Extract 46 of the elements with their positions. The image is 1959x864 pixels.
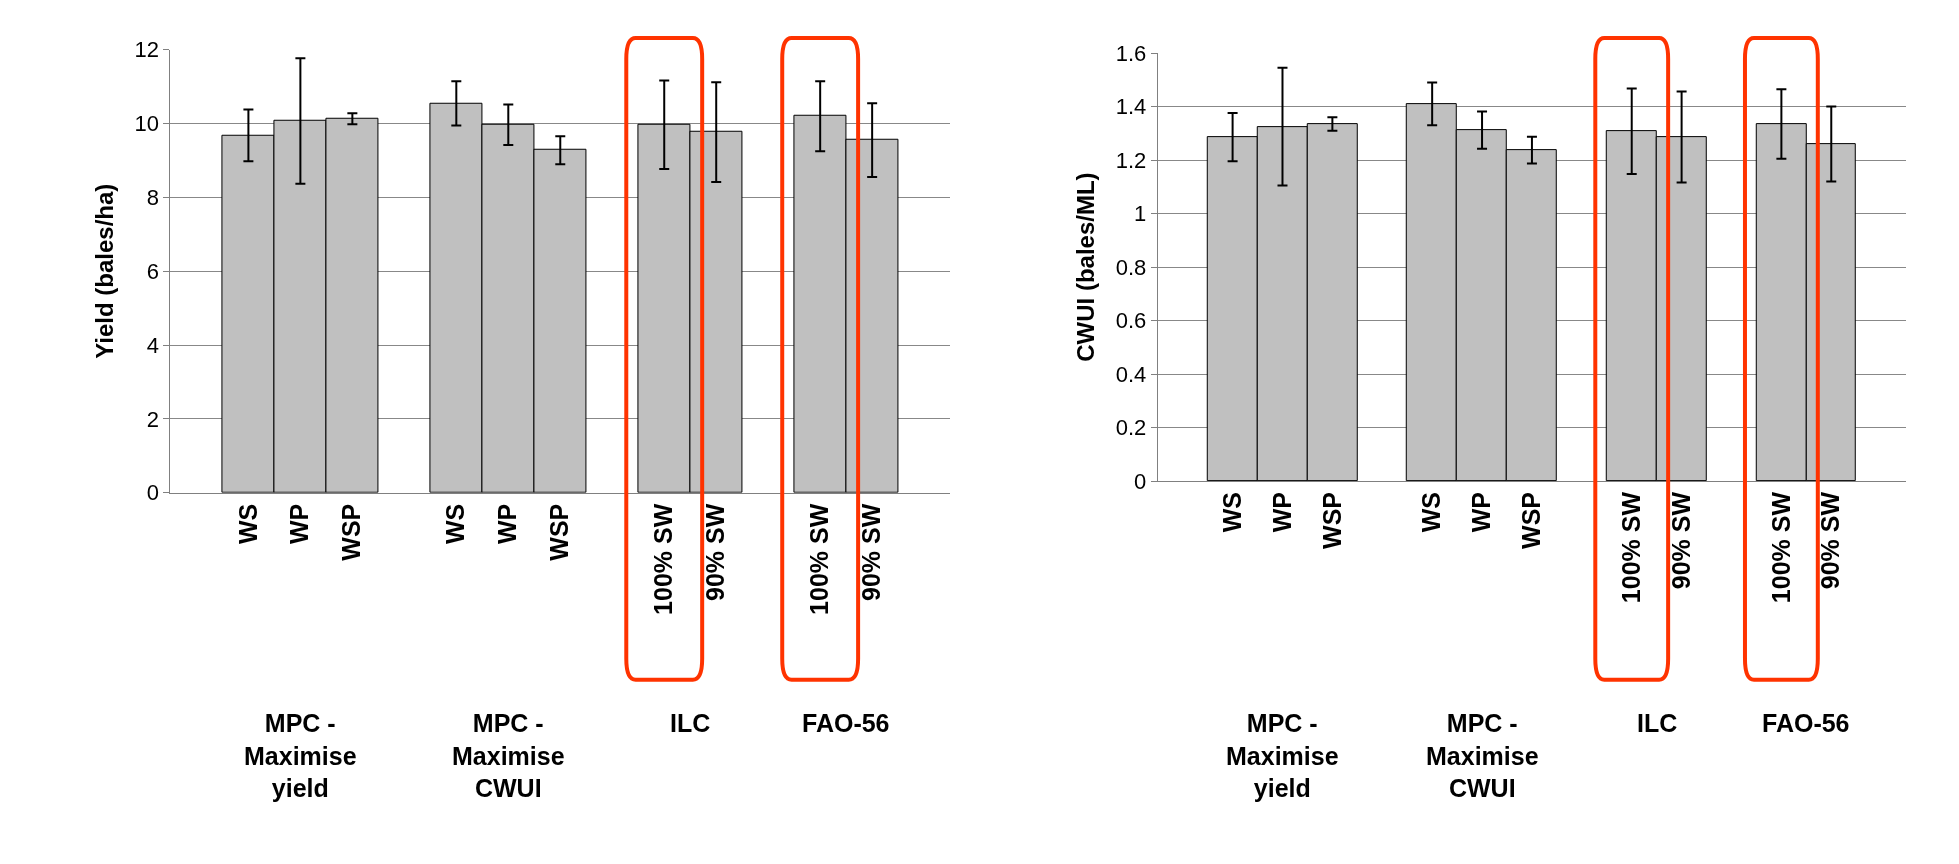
y-tick-label: 0 bbox=[146, 480, 160, 506]
y-tick-label: 1.4 bbox=[1115, 94, 1147, 120]
y-tick-label: 0.8 bbox=[1115, 254, 1147, 280]
x-tick-label: WP bbox=[285, 503, 314, 545]
y-tick-label: 1.2 bbox=[1115, 147, 1147, 173]
y-tick-label: 0.6 bbox=[1115, 308, 1147, 334]
x-tick-label: WSP bbox=[545, 503, 574, 561]
y-tick-label: 1.6 bbox=[1115, 40, 1147, 66]
x-tick-label: 90% SW bbox=[1816, 491, 1845, 590]
x-tick-label: WS bbox=[233, 503, 262, 545]
x-tick-label: WS bbox=[1217, 492, 1246, 533]
x-tick-label: 90% SW bbox=[701, 503, 730, 602]
y-tick-label: 6 bbox=[146, 258, 160, 284]
x-tick-label: 100% SW bbox=[1766, 491, 1795, 604]
x-tick-label: WS bbox=[1417, 492, 1446, 533]
x-tick-label: 100% SW bbox=[805, 503, 834, 615]
text: FAO-56 bbox=[802, 709, 890, 737]
x-tick-label: 100% SW bbox=[649, 503, 678, 615]
x-tick-label: WP bbox=[1267, 492, 1296, 533]
x-tick-label: 100% SW bbox=[1616, 491, 1645, 604]
y-axis-title: Yield (bales/ha) bbox=[90, 183, 118, 359]
x-tick-label: WSP bbox=[1517, 492, 1546, 549]
y-tick-label: 0.4 bbox=[1115, 361, 1147, 387]
x-tick-label: WSP bbox=[1317, 492, 1346, 549]
text: ILC bbox=[670, 709, 711, 737]
y-tick-label: 4 bbox=[146, 332, 160, 358]
text: FAO-56 bbox=[1762, 709, 1850, 737]
x-tick-label: WSP bbox=[337, 503, 366, 561]
y-tick-label: 0 bbox=[1134, 468, 1147, 494]
text: ILC bbox=[1637, 709, 1678, 737]
text: MPC - Maximise yield bbox=[244, 709, 357, 802]
y-tick-label: 10 bbox=[134, 111, 160, 137]
text: MPC - Maximise CWUI bbox=[1426, 709, 1539, 802]
y-tick-label: 12 bbox=[134, 37, 160, 63]
y-tick-label: 2 bbox=[146, 406, 160, 432]
x-tick-label: WP bbox=[1467, 492, 1496, 533]
y-tick-label: 0.2 bbox=[1115, 415, 1147, 441]
x-tick-label: WP bbox=[493, 503, 522, 545]
x-tick-label: WS bbox=[441, 503, 470, 545]
y-tick-label: 8 bbox=[146, 185, 160, 211]
text: MPC - Maximise CWUI bbox=[452, 709, 565, 802]
y-tick-label: 1 bbox=[1134, 201, 1147, 227]
x-tick-label: 90% SW bbox=[857, 503, 886, 602]
y-axis-title: CWUI (bales/ML) bbox=[1071, 172, 1099, 362]
text: MPC - Maximise yield bbox=[1226, 709, 1339, 802]
x-tick-label: 90% SW bbox=[1666, 491, 1695, 590]
